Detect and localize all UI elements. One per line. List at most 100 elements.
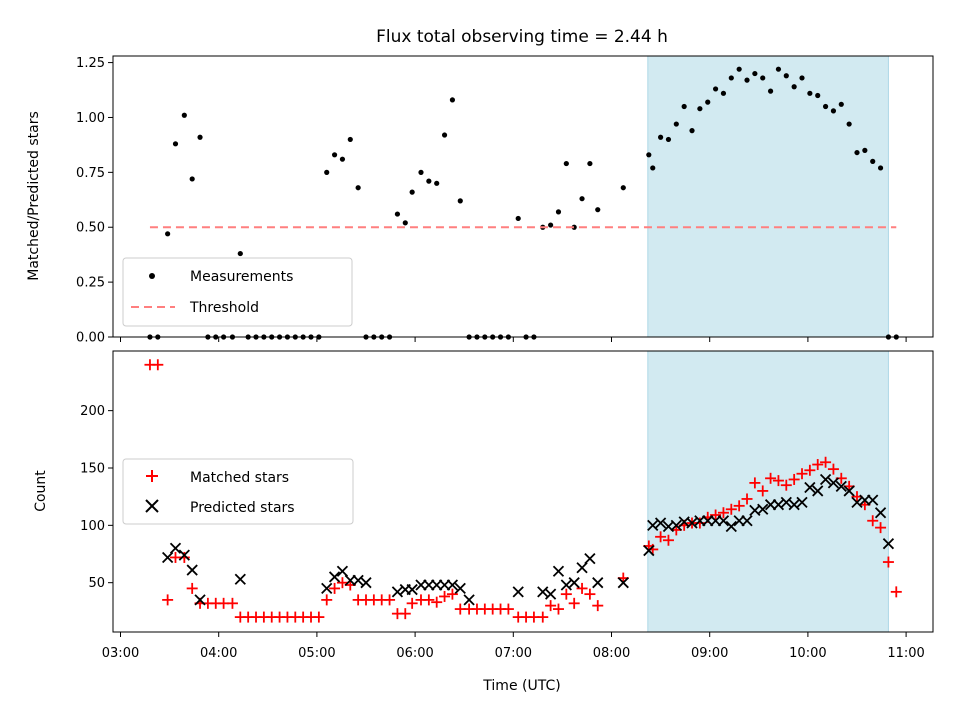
matched-stars-point bbox=[313, 611, 325, 623]
predicted-stars-point bbox=[560, 579, 572, 591]
predicted-stars-point bbox=[717, 515, 730, 527]
matched-stars-point bbox=[741, 493, 753, 505]
matched-stars-point bbox=[406, 597, 418, 609]
measurement-point bbox=[347, 136, 353, 143]
y-axis-label-ratio: Matched/Predicted stars bbox=[26, 111, 42, 281]
panel-counts: 50 100 150 200 03:00 04:00 05:00 06:00 07:00 08:… bbox=[33, 350, 934, 694]
measurement-point bbox=[563, 160, 569, 167]
x-axis-ticks-top bbox=[120, 337, 907, 342]
x-tick-label: 11:00 bbox=[887, 646, 924, 661]
measurement-point bbox=[402, 220, 408, 226]
measurement-point bbox=[555, 209, 562, 215]
measurement-point bbox=[172, 141, 179, 147]
measurement-point bbox=[339, 156, 346, 162]
matched-stars-point bbox=[662, 534, 674, 546]
matched-stars-point bbox=[780, 479, 792, 491]
matched-stars-point bbox=[882, 556, 894, 568]
measurement-point bbox=[712, 86, 719, 92]
measurement-point bbox=[409, 189, 415, 195]
measurement-point bbox=[571, 224, 577, 230]
legend-label-measurements: Measurements bbox=[190, 269, 293, 285]
y-axis-label-counts: Count bbox=[33, 470, 49, 512]
predicted-stars-point bbox=[169, 542, 182, 554]
predicted-stars-point bbox=[843, 485, 855, 497]
measurement-point bbox=[673, 121, 679, 127]
y-tick-label: 0.25 bbox=[76, 276, 105, 291]
legend-box-counts bbox=[122, 458, 354, 525]
observing-span-top bbox=[647, 55, 889, 338]
y-tick-label: 0.75 bbox=[76, 166, 105, 181]
predicted-stars-point bbox=[780, 496, 792, 509]
predicted-stars-point bbox=[161, 551, 174, 564]
measurement-point bbox=[189, 176, 195, 182]
predicted-stars-point bbox=[819, 473, 832, 486]
measurement-point bbox=[181, 112, 187, 118]
measurement-point bbox=[830, 108, 837, 114]
y-tick-label: 200 bbox=[80, 404, 105, 419]
measurement-point bbox=[426, 178, 432, 184]
measurement-point bbox=[515, 215, 521, 222]
measurement-point bbox=[728, 75, 734, 81]
matched-stars-point bbox=[545, 600, 557, 612]
measurement-point bbox=[783, 73, 789, 79]
predicted-stars-point bbox=[336, 565, 349, 577]
measurement-point bbox=[752, 70, 758, 77]
predicted-stars-point bbox=[757, 503, 769, 515]
measurement-point bbox=[355, 185, 361, 191]
matched-stars-point bbox=[576, 582, 588, 594]
legend-label-predicted: Predicted stars bbox=[190, 500, 295, 516]
matched-stars-point bbox=[772, 475, 784, 487]
predicted-stars-point bbox=[360, 577, 372, 589]
matched-stars-point bbox=[757, 485, 769, 497]
predicted-stars-point bbox=[544, 588, 557, 600]
measurement-point bbox=[775, 66, 782, 72]
measurement-point bbox=[807, 90, 813, 96]
measurement-point bbox=[720, 90, 727, 96]
measurement-point bbox=[587, 160, 593, 167]
y-tick-label: 0.50 bbox=[76, 221, 105, 236]
matched-stars-point bbox=[749, 477, 761, 489]
measurement-point bbox=[197, 134, 203, 140]
matched-stars-point bbox=[584, 588, 596, 600]
measurement-point bbox=[854, 149, 860, 156]
predicted-stars-point bbox=[725, 520, 737, 533]
matched-stars-point bbox=[890, 586, 902, 598]
matched-stars-point bbox=[560, 588, 572, 600]
matched-stars-point bbox=[178, 551, 190, 563]
matched-stars-point bbox=[827, 463, 839, 475]
predicted-stars-point bbox=[882, 538, 895, 550]
measurement-point bbox=[681, 103, 687, 110]
y-tick-label: 1.00 bbox=[76, 111, 105, 126]
legend-label-threshold: Threshold bbox=[189, 300, 259, 316]
matched-stars-point bbox=[717, 507, 729, 519]
observing-span-rect bbox=[647, 55, 889, 338]
panel-ratio: 0.00 0.25 0.50 0.75 1.00 1.25 Matched/Predict… bbox=[26, 55, 934, 346]
predicted-stars-point bbox=[647, 519, 659, 531]
measurement-point bbox=[418, 169, 424, 175]
predicted-stars-point bbox=[454, 582, 466, 595]
x-tick-label: 10:00 bbox=[789, 646, 826, 661]
measurement-point bbox=[799, 75, 805, 81]
matched-stars-point bbox=[186, 582, 198, 594]
measurement-point bbox=[705, 99, 711, 105]
y-tick-label: 50 bbox=[88, 576, 105, 591]
y-tick-label: 100 bbox=[80, 519, 105, 534]
legend-label-matched: Matched stars bbox=[190, 470, 289, 486]
predicted-stars-point bbox=[178, 549, 190, 561]
predicted-stars-point bbox=[352, 574, 364, 587]
matched-stars-point bbox=[552, 603, 564, 615]
predicted-stars-point bbox=[194, 594, 206, 606]
x-tick-label: 05:00 bbox=[298, 646, 335, 661]
predicted-stars-point bbox=[643, 544, 655, 557]
predicted-stars-point bbox=[537, 586, 549, 598]
measurement-point bbox=[689, 128, 695, 134]
predicted-stars-point bbox=[670, 519, 682, 531]
measurement-point bbox=[324, 169, 330, 175]
legend-marker-measurements bbox=[149, 273, 155, 279]
predicted-stars-point bbox=[552, 565, 565, 577]
chart-title: Flux total observing time = 2.44 h bbox=[376, 27, 668, 47]
predicted-stars-point bbox=[804, 481, 816, 494]
plot-frame-counts bbox=[112, 350, 934, 633]
predicted-stars-point bbox=[874, 507, 887, 519]
matched-stars-point bbox=[812, 459, 824, 471]
